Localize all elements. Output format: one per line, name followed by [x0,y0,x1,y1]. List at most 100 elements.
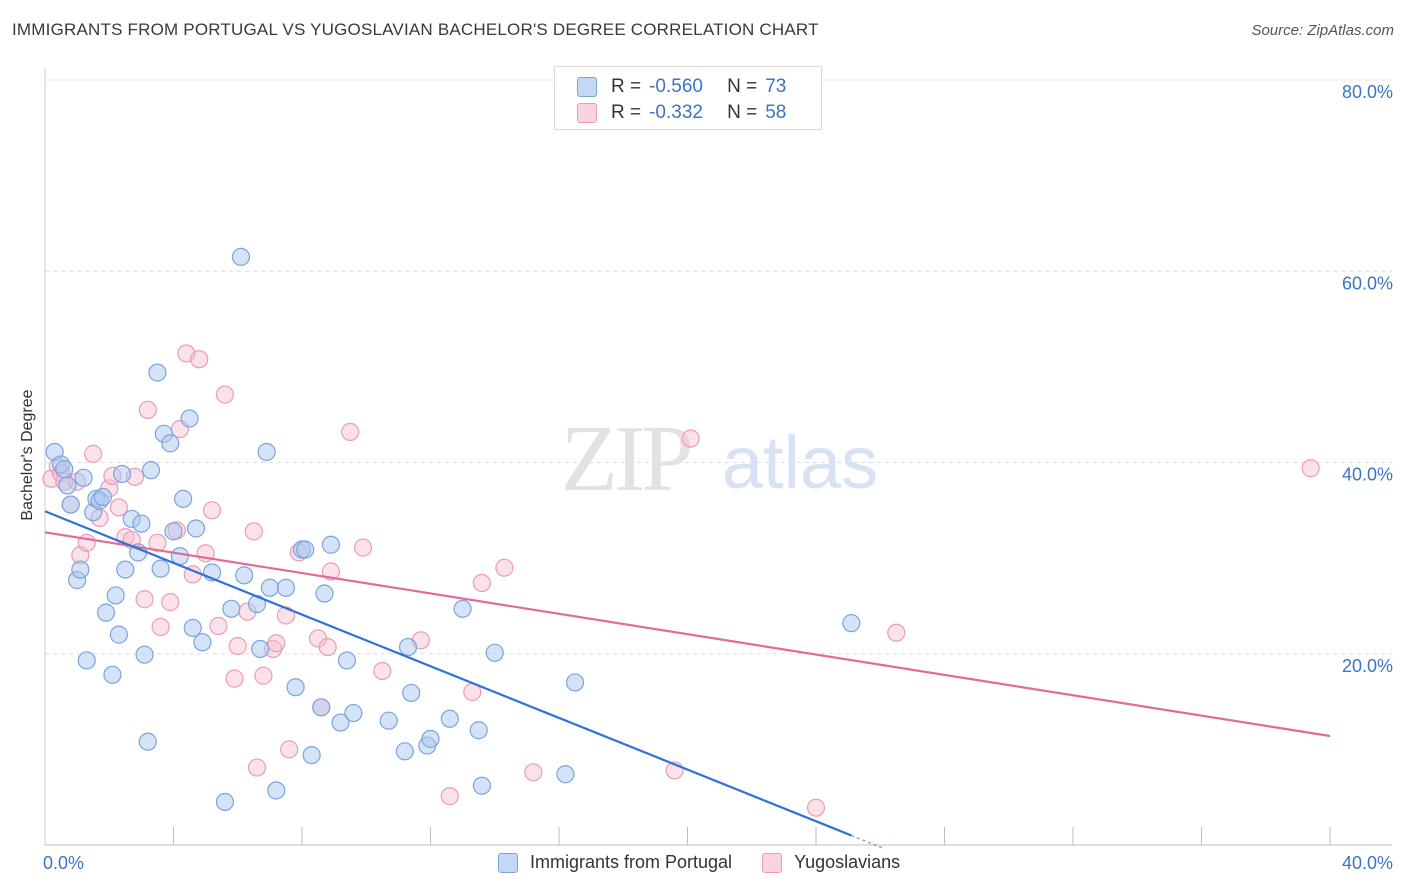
chart-title: IMMIGRANTS FROM PORTUGAL VS YUGOSLAVIAN … [12,20,819,39]
data-point-portugal [251,639,270,659]
data-point-yugoslavians [267,634,286,653]
data-point-portugal [215,792,234,812]
data-point-portugal [193,633,212,652]
y-tick-label: 20.0% [1342,656,1393,676]
data-point-portugal [402,683,421,703]
data-point-portugal [312,698,331,717]
legend-label-yugoslavians: Yugoslavians [794,852,901,872]
data-point-yugoslavians [806,798,826,817]
data-point-yugoslavians [341,422,360,441]
series-immigrants-from-portugal [45,247,861,812]
data-point-yugoslavians [209,616,228,636]
data-point-portugal [296,540,315,559]
data-point-portugal [109,625,128,644]
data-point-portugal [174,489,193,508]
data-point-portugal [183,618,202,638]
trend-line-extension [851,834,884,850]
data-point-portugal [276,578,296,597]
n-value: 58 [765,102,787,123]
legend-swatch-blue [498,852,518,873]
legend-row-portugal: R = -0.560 N = 73 [577,74,786,100]
data-point-portugal [161,434,180,453]
source-credit: Source: ZipAtlas.com [1251,22,1394,39]
data-point-portugal [222,599,241,618]
data-point-yugoslavians [681,429,700,448]
data-point-yugoslavians [1301,459,1320,478]
data-point-portugal [331,713,350,732]
data-point-yugoslavians [228,636,247,656]
data-point-yugoslavians [84,444,103,463]
data-point-portugal [469,721,488,740]
data-point-yugoslavians [280,740,299,759]
data-point-portugal [103,665,122,684]
data-point-portugal [321,535,341,554]
data-point-portugal [164,522,183,541]
correlation-legend: R = -0.560 N = 73 R = -0.332 N = 58 [554,66,822,130]
data-point-portugal [556,765,575,784]
data-point-yugoslavians [254,666,273,685]
data-point-yugoslavians [887,623,906,642]
data-point-portugal [180,409,199,428]
legend-item-yugoslavians[interactable]: Yugoslavians [762,852,900,873]
data-point-portugal [344,703,363,723]
data-point-portugal [116,560,135,579]
data-point-portugal [257,442,276,462]
data-point-portugal [112,464,132,484]
data-point-portugal [440,709,459,728]
data-point-portugal [565,673,585,692]
r-value: -0.332 [649,102,703,123]
data-point-portugal [315,584,334,603]
data-point-yugoslavians [151,617,170,637]
trend-line-portugal [44,510,852,837]
data-point-portugal [260,578,279,597]
data-point-portugal [141,461,161,480]
data-point-yugoslavians [190,350,209,369]
legend-item-portugal[interactable]: Immigrants from Portugal [498,852,732,873]
n-value: 73 [765,76,787,97]
y-tick-label: 40.0% [1342,465,1393,485]
legend-swatch-pink [577,103,597,123]
data-point-yugoslavians [109,498,128,517]
legend-row-yugoslavians: R = -0.332 N = 58 [577,100,786,126]
data-point-portugal [337,651,357,670]
data-point-portugal [472,776,491,795]
legend-label-portugal: Immigrants from Portugal [530,852,733,872]
data-point-yugoslavians [495,558,514,577]
data-point-yugoslavians [440,787,459,806]
data-point-portugal [132,514,151,533]
data-point-yugoslavians [247,758,267,777]
data-point-yugoslavians [225,669,244,688]
y-tick-label: 80.0% [1342,82,1393,102]
r-label: R = [611,76,642,97]
data-point-portugal [453,599,472,618]
data-point-portugal [186,519,206,538]
data-point-portugal [235,566,254,585]
data-point-portugal [379,711,398,730]
watermark: ZIP atlas [561,407,879,511]
data-point-yugoslavians [373,661,392,681]
data-point-portugal [395,742,414,761]
axes [44,68,1392,846]
r-value: -0.560 [649,76,703,97]
legend-swatch-blue [577,77,597,97]
data-point-portugal [231,247,251,267]
data-point-yugoslavians [353,538,373,557]
legend-swatch-pink [762,852,783,873]
y-tick-label: 60.0% [1342,273,1393,293]
watermark-zip: ZIP [561,407,691,511]
series-legend: Immigrants from Portugal Yugoslavians [498,852,930,873]
trend-line-yugoslavians [44,531,1331,738]
data-point-portugal [135,645,154,664]
data-point-yugoslavians [318,637,337,657]
data-point-yugoslavians [321,562,341,581]
x-tick-label: 40.0% [1342,853,1393,873]
data-point-portugal [74,468,93,487]
data-point-portugal [842,614,861,633]
data-point-portugal [286,678,305,697]
n-label: N = [727,76,758,97]
data-point-portugal [485,643,504,662]
data-point-portugal [106,586,125,605]
data-point-yugoslavians [148,533,167,552]
data-point-portugal [148,363,167,382]
